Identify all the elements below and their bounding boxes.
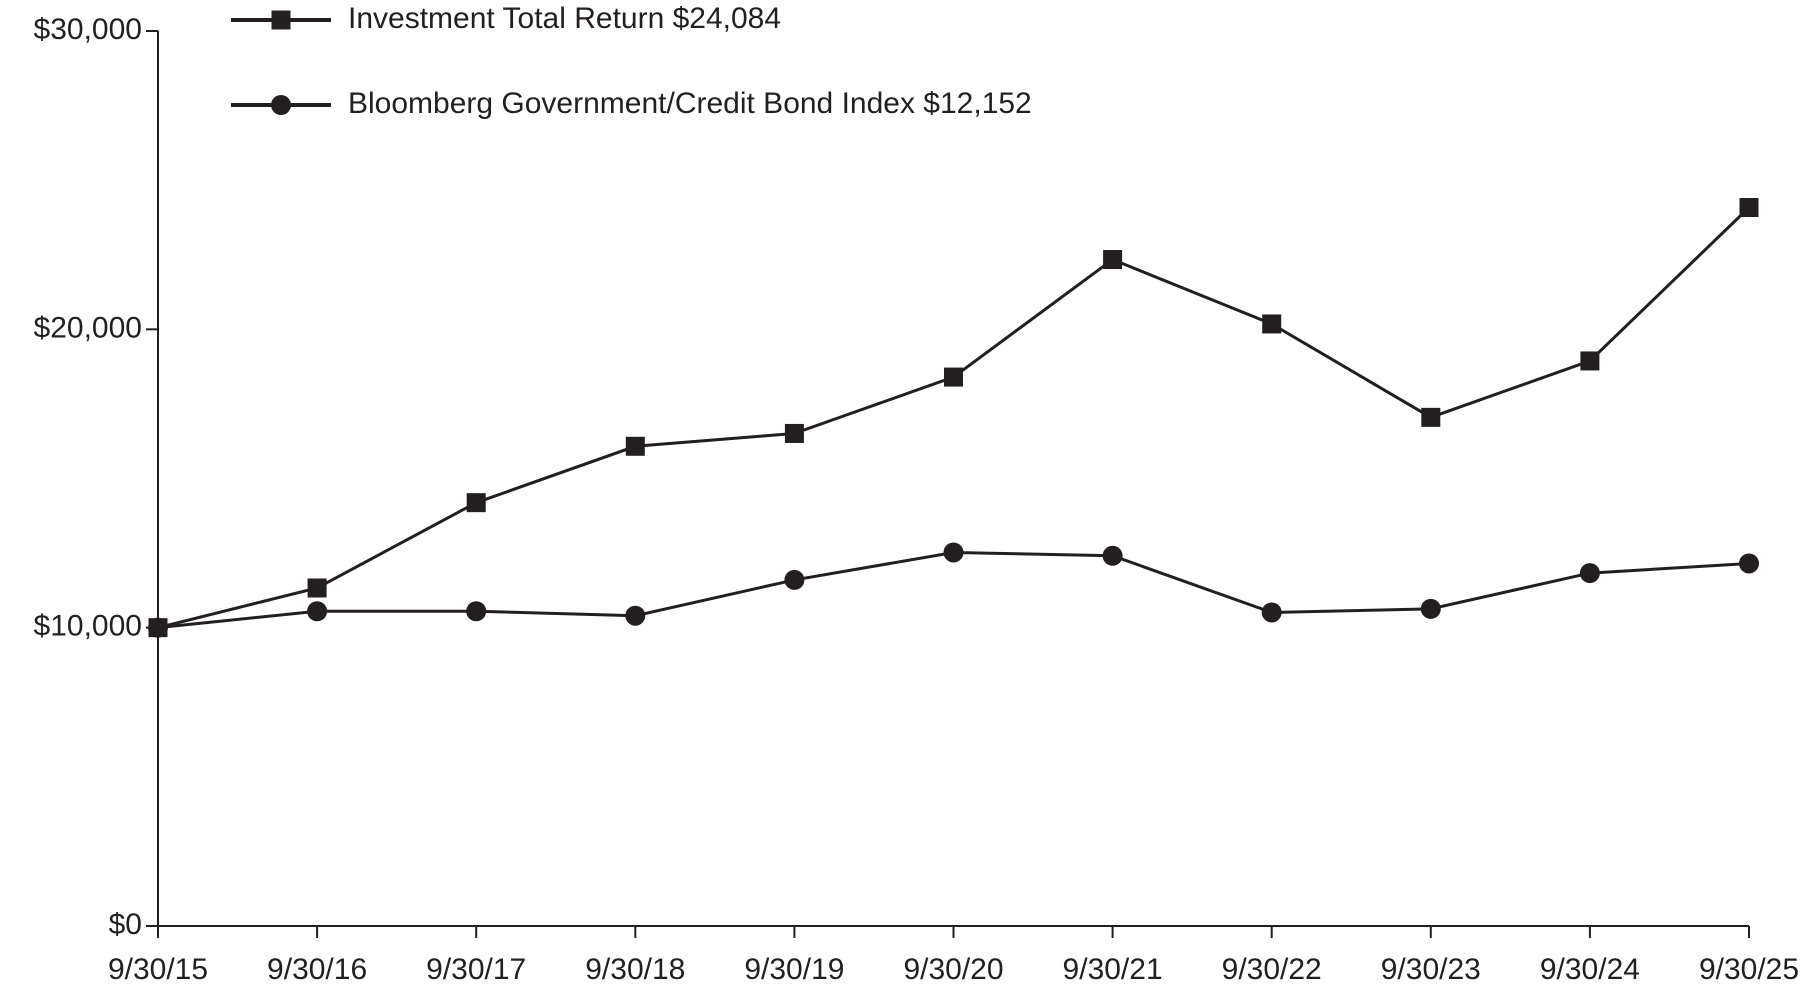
data-point <box>625 436 645 456</box>
data-point <box>466 493 486 513</box>
x-tick-label: 9/30/19 <box>744 953 844 985</box>
data-point <box>1421 407 1441 427</box>
data-point <box>943 542 964 563</box>
data-point <box>307 578 327 598</box>
data-point <box>944 367 963 387</box>
legend-label: Investment Total Return $24,084 <box>348 2 781 35</box>
data-point <box>1739 553 1759 574</box>
data-point <box>148 617 168 638</box>
data-point <box>1262 314 1282 334</box>
x-tick-label: 9/30/15 <box>108 953 208 985</box>
data-point <box>784 569 805 590</box>
x-tick-label: 9/30/17 <box>426 953 526 985</box>
x-tick-label: 9/30/22 <box>1222 953 1322 985</box>
series-line <box>157 206 1751 630</box>
x-tick-label: 9/30/25 <box>1699 953 1799 985</box>
y-tick-label: $30,000 <box>34 13 142 46</box>
y-tick-label: $0 <box>109 908 142 941</box>
legend-marker <box>271 95 291 115</box>
data-point <box>1261 602 1282 623</box>
x-tick-label: 9/30/16 <box>267 953 367 985</box>
data-point <box>466 601 487 622</box>
x-tick-label: 9/30/18 <box>585 953 685 985</box>
x-tick-label: 9/30/20 <box>903 953 1003 985</box>
data-point <box>1580 351 1600 371</box>
series-line <box>157 550 1750 630</box>
x-tick-label: 9/30/23 <box>1381 953 1481 985</box>
data-point <box>1103 250 1123 270</box>
data-point <box>307 601 328 622</box>
y-tick-label: $10,000 <box>34 610 142 643</box>
x-tick-label: 9/30/24 <box>1540 953 1640 985</box>
data-point <box>1579 563 1600 584</box>
data-point <box>625 605 646 626</box>
data-point <box>1420 598 1441 619</box>
y-tick-label: $20,000 <box>34 311 142 344</box>
data-point <box>1102 545 1123 566</box>
data-point <box>1739 197 1759 217</box>
legend-marker <box>271 10 291 30</box>
data-point <box>784 423 804 443</box>
x-tick-label: 9/30/21 <box>1063 953 1163 985</box>
legend-label: Bloomberg Government/Credit Bond Index $… <box>348 87 1032 120</box>
